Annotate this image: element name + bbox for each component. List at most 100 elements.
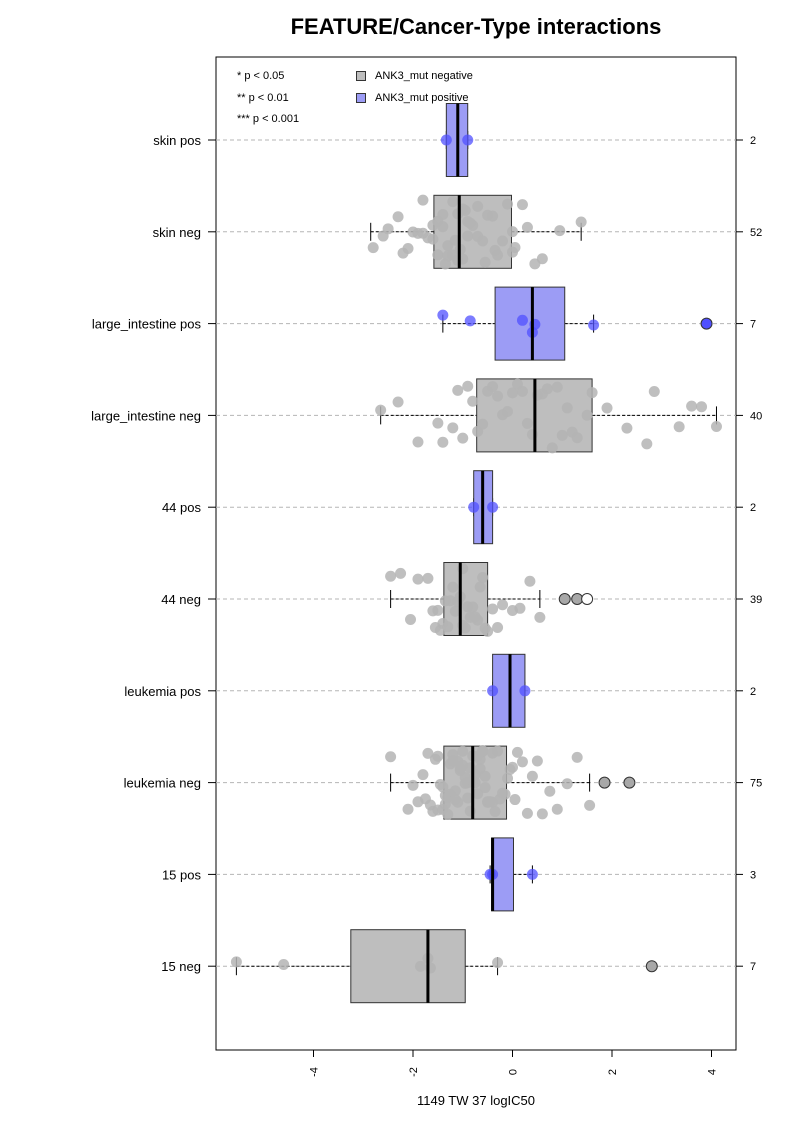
data-point — [556, 429, 568, 441]
data-point — [487, 381, 499, 393]
data-point — [464, 315, 476, 327]
data-point — [402, 803, 414, 815]
x-axis-label: 1149 TW 37 logIC50 — [416, 1093, 536, 1108]
data-point — [551, 381, 563, 393]
data-point — [459, 205, 471, 217]
data-point — [477, 571, 489, 583]
data-point — [507, 226, 518, 238]
significance-legend-3: *** p < 0.001 — [237, 113, 300, 125]
data-point — [472, 200, 484, 212]
data-point — [412, 573, 424, 585]
data-point — [462, 230, 474, 242]
data-point — [375, 404, 387, 416]
chart-title: FEATURE/Cancer-Type interactions — [290, 14, 662, 39]
data-point — [449, 785, 461, 797]
data-point — [502, 772, 514, 784]
data-point — [544, 785, 556, 797]
row-label: leukemia neg — [124, 776, 201, 791]
legend-swatch-positive — [356, 93, 366, 103]
data-point — [467, 219, 479, 231]
data-point — [507, 387, 518, 399]
data-point — [432, 750, 444, 762]
data-point — [519, 685, 531, 697]
legend-label-negative: ANK3_mut negative — [375, 70, 473, 82]
data-point — [487, 603, 499, 615]
data-point — [571, 751, 583, 763]
row-count: 3 — [750, 869, 756, 881]
data-point — [686, 400, 698, 412]
data-point — [509, 242, 521, 254]
row-label: skin pos — [153, 133, 201, 148]
data-point — [230, 956, 242, 968]
data-point — [673, 421, 685, 433]
data-point — [467, 601, 479, 613]
data-point — [385, 751, 397, 763]
data-point — [442, 808, 454, 820]
data-point — [586, 387, 598, 399]
data-point — [487, 501, 499, 513]
row-count: 2 — [750, 135, 756, 147]
data-point — [482, 625, 494, 637]
row-label: 44 pos — [162, 500, 202, 515]
data-point — [385, 570, 397, 582]
legend-swatch-negative — [356, 71, 366, 81]
row-count: 39 — [750, 594, 762, 606]
data-point — [449, 605, 461, 617]
data-point — [497, 599, 509, 611]
data-point — [551, 803, 563, 815]
x-tick-label: 2 — [607, 1069, 619, 1075]
data-point — [447, 581, 459, 593]
data-point — [571, 432, 583, 444]
data-point — [524, 575, 536, 587]
data-point — [531, 755, 543, 767]
data-point — [509, 794, 521, 806]
data-point — [489, 805, 501, 817]
data-point — [278, 959, 290, 971]
data-point — [382, 223, 394, 235]
outlier-point — [581, 593, 594, 605]
data-point — [447, 422, 459, 434]
significance-legend-1: * p < 0.05 — [237, 70, 285, 82]
data-point — [457, 745, 469, 757]
data-point — [575, 216, 587, 228]
data-point — [405, 613, 417, 625]
data-point — [417, 194, 429, 206]
data-point — [511, 746, 523, 758]
data-point — [492, 622, 504, 634]
data-point — [432, 604, 444, 616]
outlier-point — [558, 593, 571, 605]
data-point — [440, 134, 452, 146]
data-point — [584, 799, 596, 811]
data-point — [641, 438, 653, 450]
data-point — [521, 221, 533, 233]
data-point — [487, 210, 499, 222]
data-point — [492, 249, 504, 261]
data-point — [581, 409, 593, 421]
data-point — [541, 383, 553, 395]
data-point — [696, 401, 708, 413]
data-point — [402, 242, 414, 254]
data-point — [477, 745, 489, 757]
data-point — [499, 788, 511, 800]
row-count: 2 — [750, 502, 756, 514]
data-point — [477, 235, 489, 247]
data-point — [534, 611, 546, 623]
data-point — [479, 256, 491, 268]
data-point — [422, 747, 434, 759]
data-point — [492, 390, 504, 402]
outlier-point — [623, 776, 636, 789]
row-count: 2 — [750, 686, 756, 698]
row-label: 15 pos — [162, 867, 202, 882]
data-point — [407, 779, 419, 791]
data-point — [417, 769, 429, 781]
data-point — [507, 761, 518, 773]
data-point — [442, 621, 454, 633]
data-point — [422, 572, 434, 584]
data-point — [467, 395, 479, 407]
row-label: large_intestine neg — [91, 408, 201, 423]
x-tick-label: -2 — [408, 1067, 420, 1077]
data-point — [648, 385, 660, 397]
data-point — [621, 422, 633, 434]
data-point — [392, 211, 404, 223]
x-tick-label: 0 — [508, 1069, 520, 1075]
